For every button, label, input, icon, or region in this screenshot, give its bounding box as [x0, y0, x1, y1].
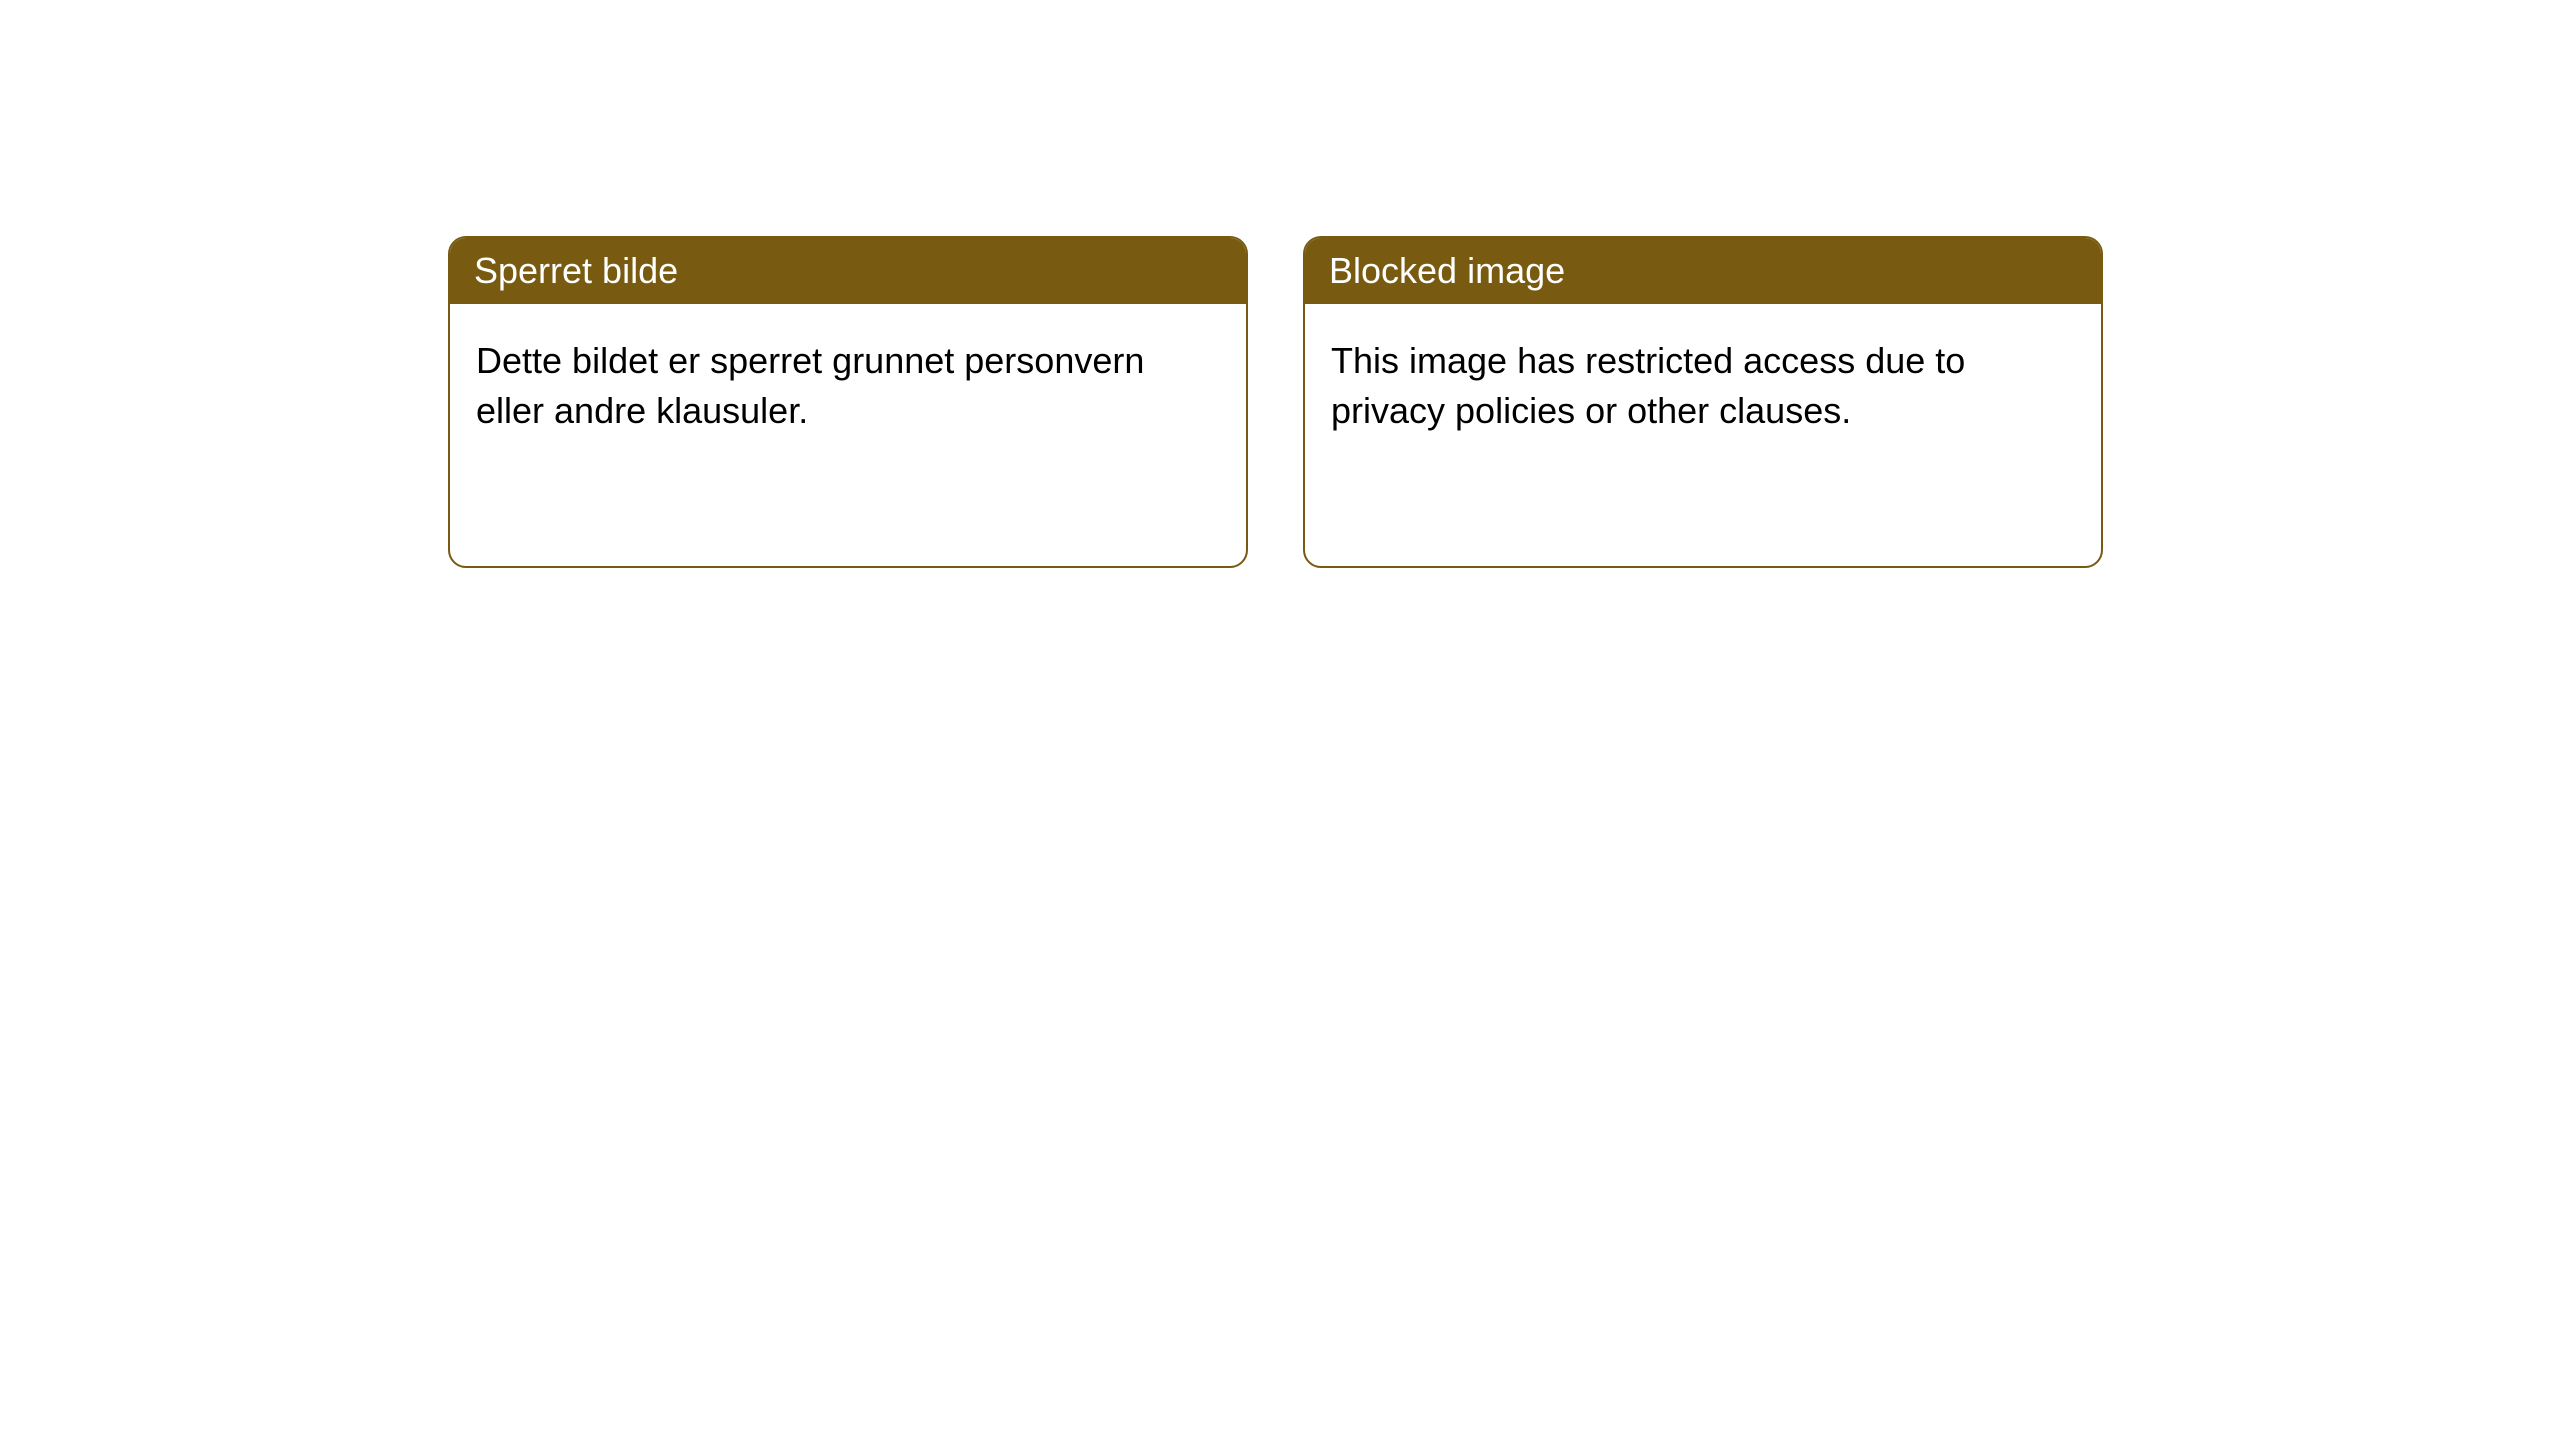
- notice-title-norwegian: Sperret bilde: [474, 250, 678, 291]
- notice-cards-container: Sperret bilde Dette bildet er sperret gr…: [448, 236, 2103, 568]
- notice-header-norwegian: Sperret bilde: [450, 238, 1246, 304]
- notice-header-english: Blocked image: [1305, 238, 2101, 304]
- notice-title-english: Blocked image: [1329, 250, 1565, 291]
- notice-card-norwegian: Sperret bilde Dette bildet er sperret gr…: [448, 236, 1248, 568]
- notice-text-norwegian: Dette bildet er sperret grunnet personve…: [476, 340, 1144, 431]
- notice-body-norwegian: Dette bildet er sperret grunnet personve…: [450, 304, 1246, 469]
- notice-card-english: Blocked image This image has restricted …: [1303, 236, 2103, 568]
- notice-body-english: This image has restricted access due to …: [1305, 304, 2101, 469]
- notice-text-english: This image has restricted access due to …: [1331, 340, 1965, 431]
